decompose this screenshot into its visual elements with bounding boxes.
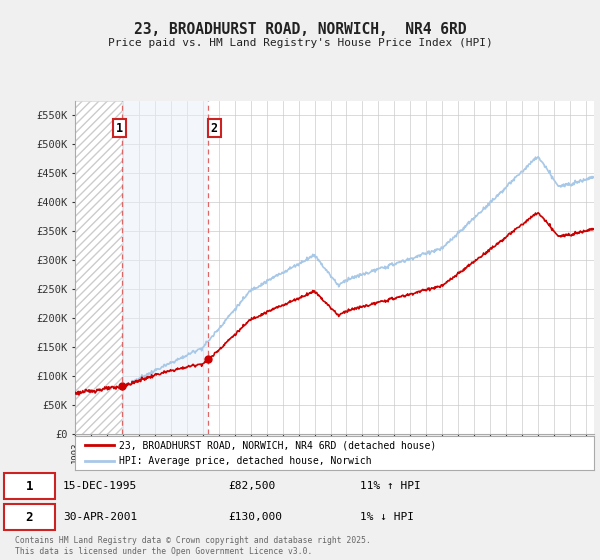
Text: £130,000: £130,000 bbox=[228, 512, 282, 522]
Text: 23, BROADHURST ROAD, NORWICH, NR4 6RD (detached house): 23, BROADHURST ROAD, NORWICH, NR4 6RD (d… bbox=[119, 440, 436, 450]
Text: 1% ↓ HPI: 1% ↓ HPI bbox=[360, 512, 414, 522]
Text: 11% ↑ HPI: 11% ↑ HPI bbox=[360, 481, 421, 491]
Text: Price paid vs. HM Land Registry's House Price Index (HPI): Price paid vs. HM Land Registry's House … bbox=[107, 38, 493, 48]
Text: HPI: Average price, detached house, Norwich: HPI: Average price, detached house, Norw… bbox=[119, 456, 372, 466]
Text: 2: 2 bbox=[26, 511, 33, 524]
Text: 1: 1 bbox=[116, 122, 122, 134]
Bar bbox=[122, 101, 208, 434]
Text: 2: 2 bbox=[211, 122, 218, 134]
Text: 15-DEC-1995: 15-DEC-1995 bbox=[63, 481, 137, 491]
Text: 30-APR-2001: 30-APR-2001 bbox=[63, 512, 137, 522]
FancyBboxPatch shape bbox=[4, 473, 55, 500]
Bar bbox=[75, 101, 122, 434]
Text: 1: 1 bbox=[26, 480, 33, 493]
Text: Contains HM Land Registry data © Crown copyright and database right 2025.
This d: Contains HM Land Registry data © Crown c… bbox=[15, 536, 371, 556]
FancyBboxPatch shape bbox=[4, 504, 55, 530]
Text: £82,500: £82,500 bbox=[228, 481, 275, 491]
Text: 23, BROADHURST ROAD, NORWICH,  NR4 6RD: 23, BROADHURST ROAD, NORWICH, NR4 6RD bbox=[134, 22, 466, 38]
